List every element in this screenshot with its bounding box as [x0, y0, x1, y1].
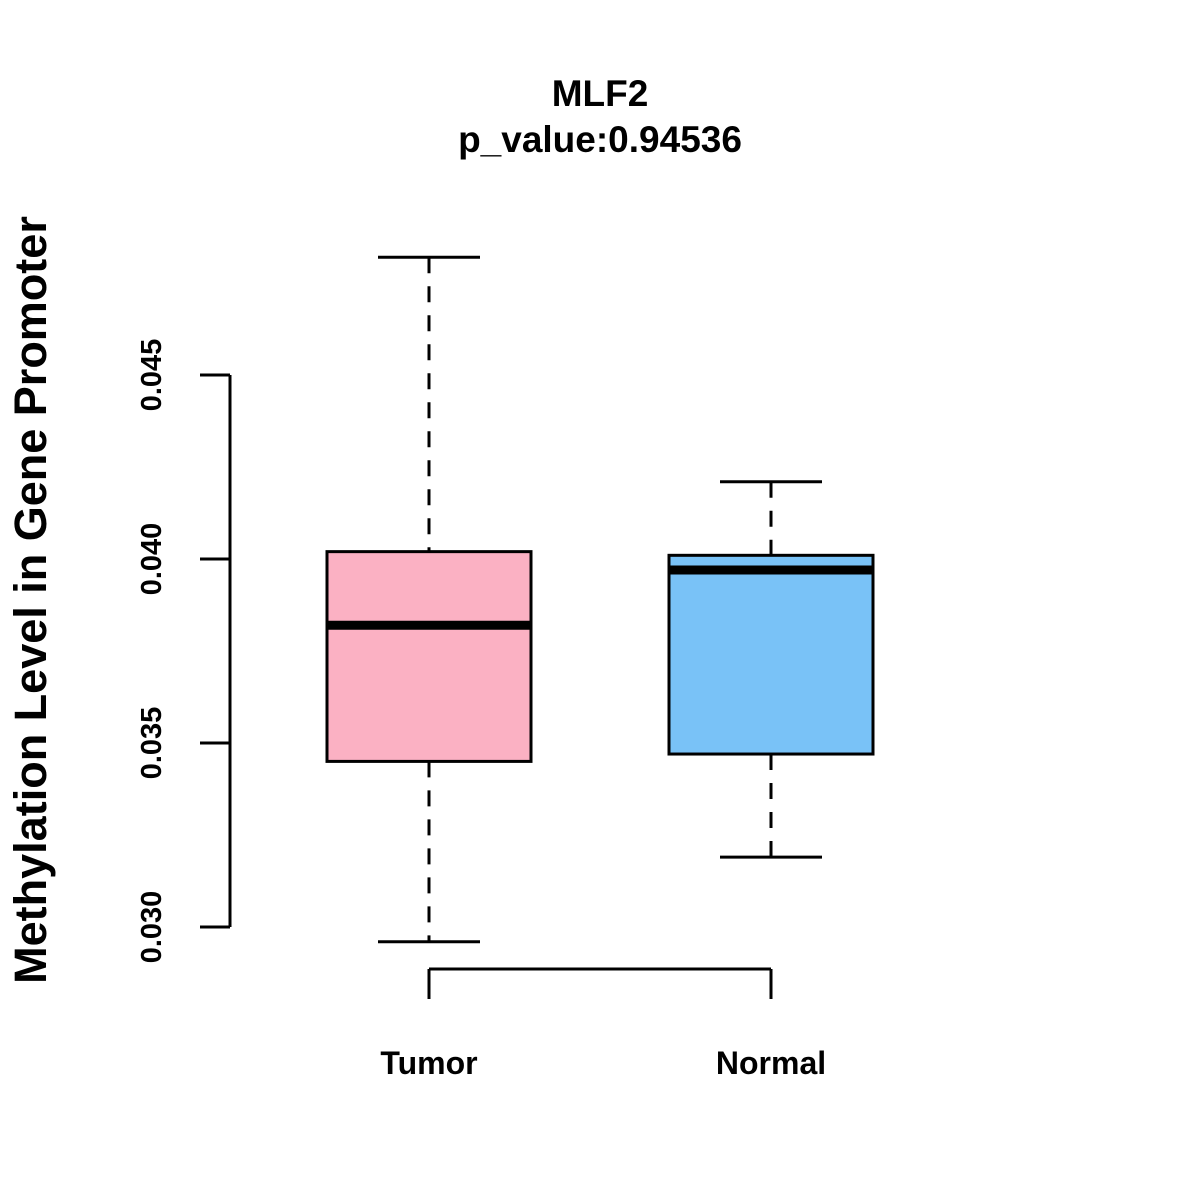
x-axis: Tumor Normal [380, 967, 826, 1081]
y-axis: 0.030 0.035 0.040 0.045 [136, 339, 232, 964]
chart-title: MLF2 [552, 73, 649, 114]
x-tick-label-tumor: Tumor [380, 1045, 477, 1081]
y-tick-label: 0.030 [136, 891, 168, 964]
boxes [325, 255, 875, 944]
chart-subtitle: p_value:0.94536 [458, 119, 742, 160]
box-group [325, 255, 533, 944]
y-tick-label: 0.045 [136, 339, 168, 412]
y-tick-label: 0.035 [136, 707, 168, 780]
y-axis-label: Methylation Level in Gene Promoter [5, 216, 56, 984]
y-tick-label: 0.040 [136, 523, 168, 596]
iqr-box [325, 550, 533, 763]
box-group [667, 480, 875, 859]
x-tick-label-normal: Normal [716, 1045, 826, 1081]
iqr-box [667, 553, 875, 756]
